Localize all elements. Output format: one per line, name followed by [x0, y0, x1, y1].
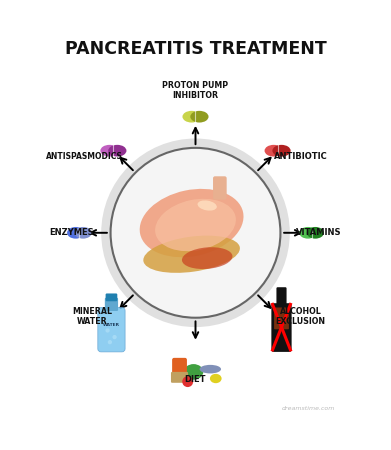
Ellipse shape — [75, 227, 92, 239]
Text: PANCREATITIS TREATMENT: PANCREATITIS TREATMENT — [65, 40, 326, 58]
Ellipse shape — [155, 199, 236, 251]
FancyBboxPatch shape — [274, 307, 289, 329]
Circle shape — [111, 148, 280, 318]
FancyBboxPatch shape — [172, 358, 187, 377]
Ellipse shape — [265, 145, 283, 157]
Text: ANTIBIOTIC: ANTIBIOTIC — [274, 152, 328, 161]
FancyBboxPatch shape — [106, 293, 117, 301]
Text: WATER: WATER — [103, 324, 120, 328]
FancyBboxPatch shape — [213, 176, 227, 200]
Ellipse shape — [210, 374, 222, 383]
Ellipse shape — [184, 364, 203, 380]
Ellipse shape — [108, 145, 126, 157]
FancyBboxPatch shape — [271, 303, 292, 352]
Text: DIET: DIET — [185, 375, 206, 384]
FancyBboxPatch shape — [98, 307, 125, 352]
Ellipse shape — [199, 365, 221, 374]
FancyBboxPatch shape — [171, 372, 188, 383]
Circle shape — [113, 335, 117, 339]
Circle shape — [182, 376, 193, 387]
Ellipse shape — [67, 227, 84, 239]
Ellipse shape — [100, 145, 118, 157]
Ellipse shape — [143, 236, 240, 273]
FancyBboxPatch shape — [105, 298, 118, 311]
Text: ALCOHOL
EXCLUSION: ALCOHOL EXCLUSION — [276, 307, 326, 326]
Circle shape — [106, 328, 110, 333]
Ellipse shape — [307, 227, 324, 239]
FancyBboxPatch shape — [276, 287, 287, 305]
Ellipse shape — [299, 227, 316, 239]
Ellipse shape — [183, 111, 201, 122]
Ellipse shape — [140, 189, 244, 257]
Ellipse shape — [273, 145, 291, 157]
Ellipse shape — [182, 247, 232, 269]
Text: ANTISPASMODICS: ANTISPASMODICS — [46, 152, 123, 161]
Ellipse shape — [190, 111, 208, 122]
Text: MINERAL
WATER: MINERAL WATER — [72, 307, 112, 326]
Text: ENZYMES: ENZYMES — [49, 228, 94, 237]
Text: dreamstime.com: dreamstime.com — [282, 406, 335, 411]
Text: PROTON PUMP
INHIBITOR: PROTON PUMP INHIBITOR — [162, 81, 229, 100]
Circle shape — [101, 139, 290, 327]
Ellipse shape — [197, 200, 217, 211]
Text: VITAMINS: VITAMINS — [296, 228, 341, 237]
Circle shape — [108, 340, 112, 344]
